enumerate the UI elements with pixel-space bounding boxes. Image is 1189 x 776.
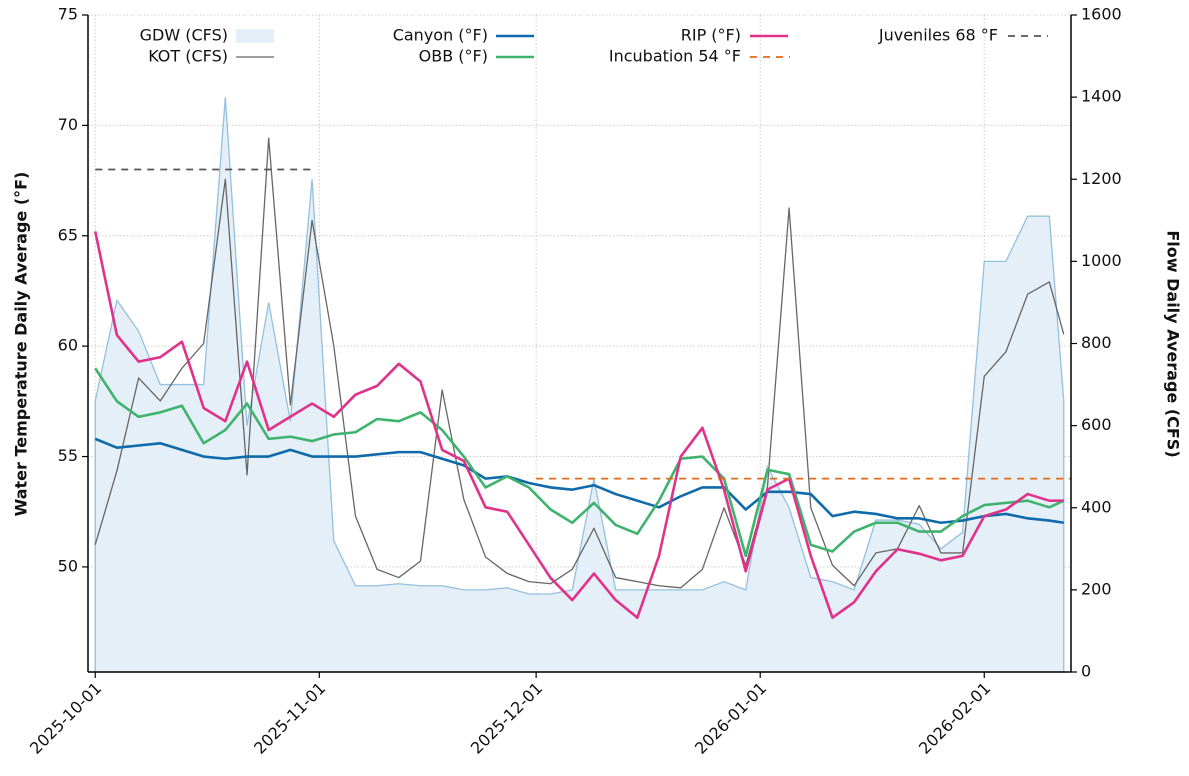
y2-tick-label: 400	[1081, 497, 1112, 516]
y2-tick-label: 1600	[1081, 5, 1122, 24]
legend-label: GDW (CFS)	[140, 26, 228, 45]
y-tick-label: 65	[58, 225, 78, 244]
x-tick-label: 2026-01-01	[691, 679, 770, 758]
legend-label: RIP (°F)	[681, 26, 741, 45]
y-axis-title: Water Temperature Daily Average (°F)	[12, 172, 31, 517]
y-tick-label: 75	[58, 5, 78, 24]
y-tick-label: 50	[58, 556, 78, 575]
y2-tick-label: 1200	[1081, 169, 1122, 188]
line	[93, 231, 1064, 619]
x-tick-label: 2025-11-01	[250, 679, 329, 758]
y-tick-label: 60	[58, 336, 78, 355]
legend-label: OBB (°F)	[419, 47, 488, 66]
legend-label: Incubation 54 °F	[609, 47, 741, 66]
y2-tick-label: 600	[1081, 415, 1112, 434]
y2-tick-label: 1000	[1081, 251, 1122, 270]
legend-swatch	[236, 29, 274, 43]
y2-tick-label: 800	[1081, 333, 1112, 352]
x-tick-label: 2025-12-01	[467, 679, 546, 758]
legend-label: Juveniles 68 °F	[878, 26, 998, 45]
y2-tick-label: 0	[1081, 662, 1091, 681]
line	[94, 437, 1064, 525]
y-tick-label: 55	[58, 446, 78, 465]
y2-tick-label: 1400	[1081, 87, 1122, 106]
line	[94, 367, 1065, 558]
legend-label: KOT (CFS)	[148, 47, 228, 66]
x-tick-label: 2026-02-01	[915, 679, 994, 758]
legend-label: Canyon (°F)	[393, 26, 488, 45]
x-tick-label: 2025-10-01	[26, 679, 105, 758]
y-tick-label: 70	[58, 115, 78, 134]
y2-tick-label: 200	[1081, 579, 1112, 598]
y2-axis-title: Flow Daily Average (CFS)	[1164, 230, 1183, 457]
